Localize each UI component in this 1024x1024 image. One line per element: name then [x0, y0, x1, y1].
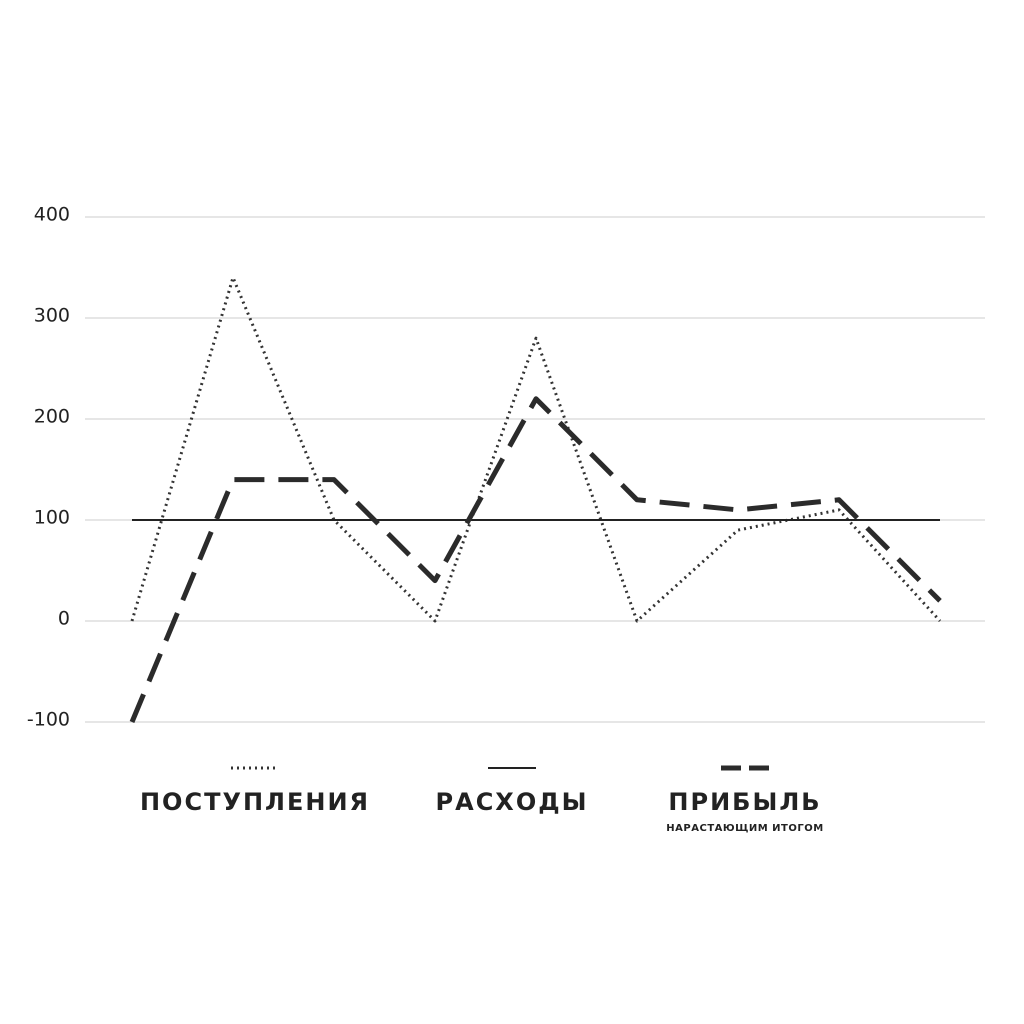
- legend-subtitle: НАРАСТАЮЩИМ ИТОГОМ: [666, 823, 823, 834]
- legend-label: РАСХОДЫ: [436, 788, 589, 816]
- legend-label: ПОСТУПЛЕНИЯ: [140, 788, 370, 816]
- legend-label: ПРИБЫЛЬ: [668, 788, 821, 816]
- y-tick-label: 400: [34, 204, 70, 226]
- y-tick-label: 0: [58, 608, 70, 630]
- series-line: [130, 276, 942, 623]
- y-tick-label: 300: [34, 305, 70, 327]
- y-tick-label: 100: [34, 507, 70, 529]
- series-line: [129, 396, 942, 723]
- y-tick-label: -100: [27, 709, 70, 731]
- y-tick-label: 200: [34, 406, 70, 428]
